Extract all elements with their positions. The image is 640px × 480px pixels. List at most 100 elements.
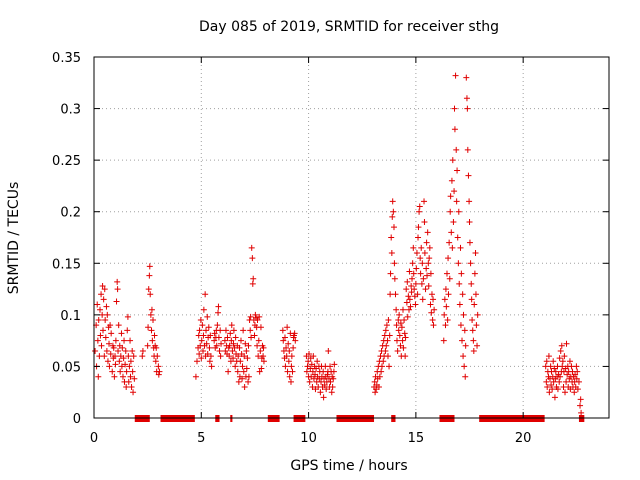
data-point: [254, 342, 261, 349]
data-point: [95, 373, 102, 380]
data-point: [550, 378, 557, 385]
data-point: [243, 365, 250, 372]
data-point: [197, 317, 204, 324]
data-point: [215, 303, 222, 310]
data-point: [228, 322, 235, 329]
data-point: [408, 282, 415, 289]
data-point: [127, 373, 134, 380]
data-point: [305, 358, 312, 365]
data-point: [98, 342, 105, 349]
data-point: [317, 389, 324, 396]
data-point: [123, 384, 130, 391]
data-point: [99, 282, 106, 289]
data-point: [127, 358, 134, 365]
data-point: [445, 255, 452, 262]
data-point: [462, 373, 469, 380]
data-point: [206, 344, 213, 351]
data-point: [454, 167, 461, 174]
data-point: [378, 363, 385, 370]
data-point: [139, 347, 146, 354]
data-point: [556, 378, 563, 385]
data-point: [131, 375, 138, 382]
data-point: [129, 347, 136, 354]
data-point: [572, 371, 579, 378]
data-point: [118, 363, 125, 370]
data-point: [327, 378, 334, 385]
data-point: [291, 330, 298, 337]
data-point: [156, 368, 163, 375]
data-point: [146, 263, 153, 270]
data-point: [226, 342, 233, 349]
data-point: [130, 389, 137, 396]
data-point: [248, 334, 255, 341]
data-point: [543, 358, 550, 365]
data-point: [551, 365, 558, 372]
data-point: [280, 337, 287, 344]
data-point: [443, 303, 450, 310]
data-point: [323, 386, 330, 393]
data-point: [420, 275, 427, 282]
data-point: [417, 270, 424, 277]
data-point: [285, 340, 292, 347]
data-point: [376, 373, 383, 380]
data-point: [430, 322, 437, 329]
data-point: [557, 347, 564, 354]
data-point: [573, 375, 580, 382]
data-point: [100, 296, 107, 303]
data-point: [386, 332, 393, 339]
data-point: [94, 337, 101, 344]
data-point: [95, 317, 102, 324]
data-point: [120, 355, 127, 362]
data-point: [203, 340, 210, 347]
data-point: [426, 244, 433, 251]
data-point: [251, 332, 258, 339]
data-point: [286, 347, 293, 354]
data-point: [390, 224, 397, 231]
data-point: [406, 296, 413, 303]
data-point: [204, 313, 211, 320]
data-point: [111, 373, 118, 380]
data-point: [92, 347, 99, 354]
data-point: [247, 313, 254, 320]
y-tick-label: 0: [73, 412, 81, 427]
data-point: [151, 332, 158, 339]
data-point: [563, 340, 570, 347]
data-point: [461, 363, 468, 370]
data-point: [561, 353, 568, 360]
data-point: [451, 188, 458, 195]
data-point: [97, 332, 104, 339]
data-point: [325, 347, 332, 354]
data-point: [564, 371, 571, 378]
data-point: [123, 368, 130, 375]
data-point: [388, 249, 395, 256]
data-point: [303, 368, 310, 375]
data-point: [548, 381, 555, 388]
data-point: [211, 337, 218, 344]
data-point: [410, 270, 417, 277]
data-point: [418, 280, 425, 287]
data-point: [547, 363, 554, 370]
data-point: [318, 378, 325, 385]
data-point: [286, 373, 293, 380]
data-point: [390, 208, 397, 215]
data-point: [371, 378, 378, 385]
data-point: [279, 327, 286, 334]
data-point: [330, 375, 337, 382]
data-point: [280, 347, 287, 354]
data-point: [199, 322, 206, 329]
data-point: [203, 327, 210, 334]
data-point: [425, 260, 432, 267]
data-point: [207, 353, 214, 360]
data-point: [459, 337, 466, 344]
data-point: [99, 311, 106, 318]
data-point: [378, 368, 385, 375]
data-point: [228, 337, 235, 344]
data-point: [575, 378, 582, 385]
data-point: [119, 373, 126, 380]
data-point: [411, 286, 418, 293]
data-point: [559, 363, 566, 370]
data-point: [245, 373, 252, 380]
data-point: [288, 353, 295, 360]
data-point: [306, 378, 313, 385]
